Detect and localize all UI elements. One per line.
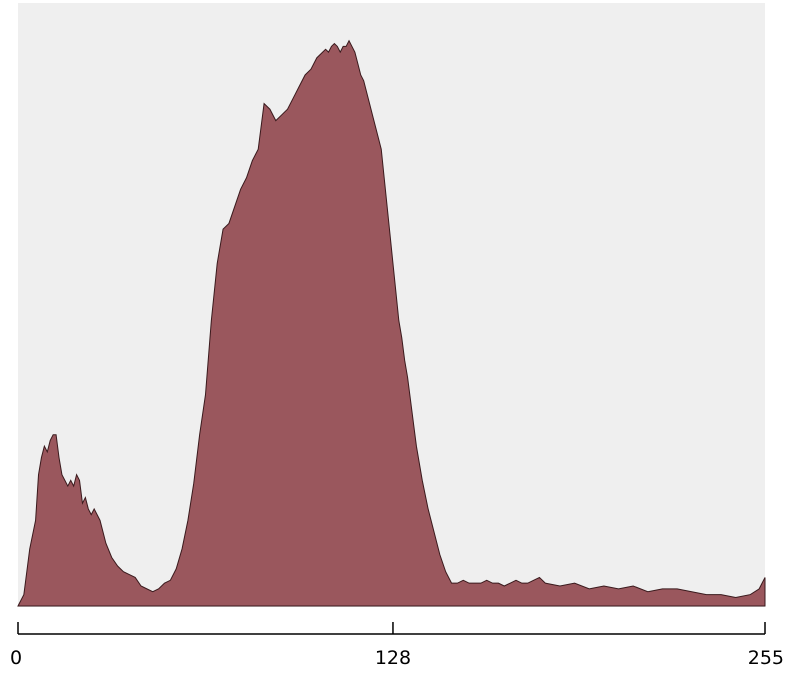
x-tick-label: 255 bbox=[748, 647, 784, 669]
x-axis-ticks: 0 128 255 bbox=[10, 622, 784, 669]
x-tick-label: 0 bbox=[10, 647, 22, 669]
histogram-area bbox=[17, 39, 766, 607]
x-tick-label: 128 bbox=[375, 647, 411, 669]
